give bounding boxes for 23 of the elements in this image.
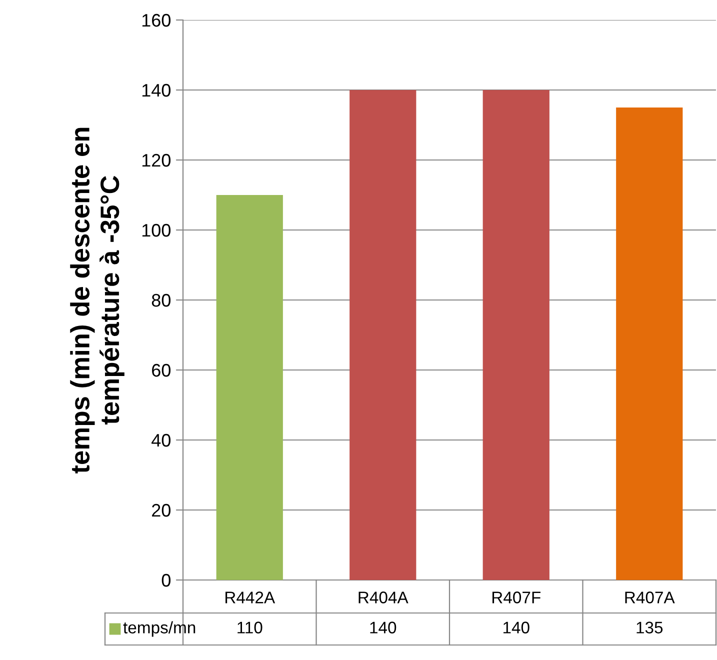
x-tick-label: R442A [226, 592, 276, 604]
data-label: 135 [636, 622, 663, 634]
x-tick-label: R407A [625, 592, 675, 604]
y-tick-label: 120 [142, 154, 170, 167]
y-tick-label: 80 [152, 294, 170, 307]
y-tick-label: 160 [142, 14, 170, 27]
bar [350, 90, 416, 580]
bar [482, 90, 550, 580]
y-tick-label: 60 [152, 364, 170, 377]
bar [216, 195, 283, 580]
legend-label: temps/mn [123, 621, 196, 637]
y-tick-label: 0 [162, 574, 170, 587]
data-label: 110 [238, 622, 262, 634]
bar [616, 108, 683, 580]
y-axis-title: temps (min) de descente en température à -35°C [70, 128, 124, 474]
y-tick-label: 140 [142, 84, 170, 97]
x-tick-label: R404A [358, 592, 408, 604]
data-label: 140 [503, 622, 530, 634]
y-tick-label: 40 [152, 434, 170, 447]
y-tick-label: 20 [152, 504, 170, 517]
x-tick-label: R407F [492, 592, 540, 604]
y-tick-label: 100 [142, 224, 170, 237]
data-label: 140 [370, 622, 396, 634]
